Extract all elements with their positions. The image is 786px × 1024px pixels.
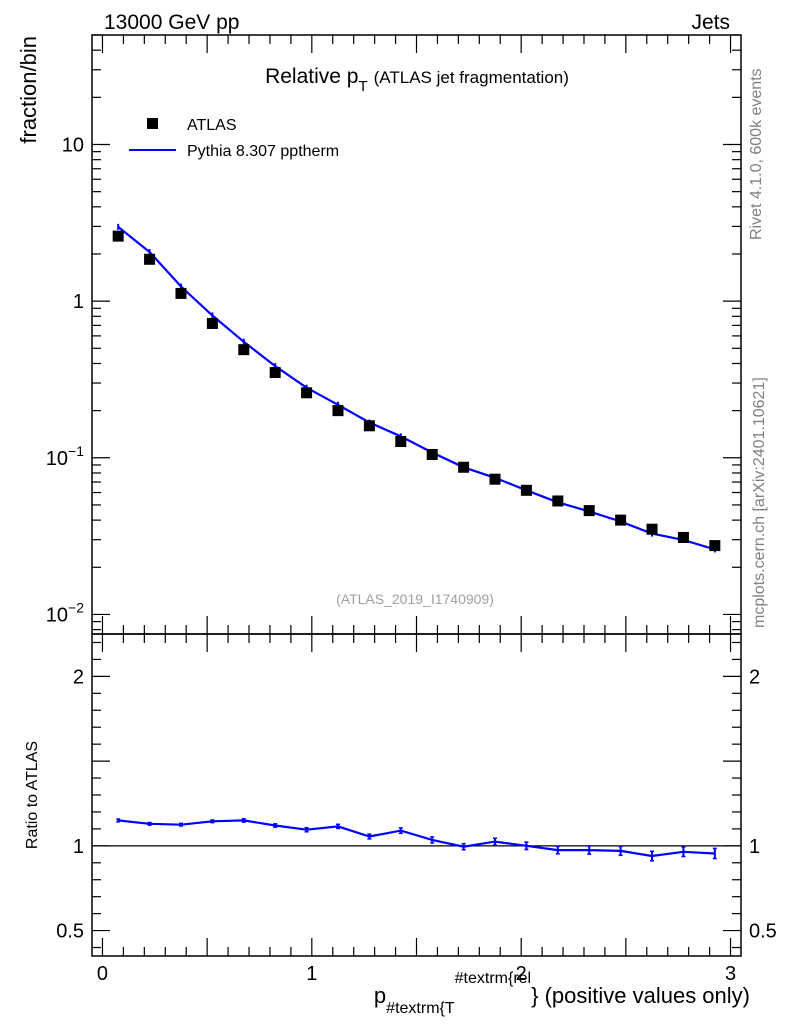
x-axis-label-superscript: #textrm{rel bbox=[455, 970, 531, 987]
main-y-tick-label: 10 bbox=[62, 134, 84, 156]
main-y-tick-label-exponent: −1 bbox=[68, 443, 84, 459]
x-tick-label: 3 bbox=[725, 963, 736, 985]
legend: ATLAS Pythia 8.307 pptherm bbox=[129, 117, 339, 160]
x-axis-label-subscript: #textrm{T bbox=[386, 1000, 455, 1017]
chart-title-main: Relative p bbox=[265, 65, 358, 88]
x-tick-label: 2 bbox=[516, 963, 527, 985]
legend-item-pythia: Pythia 8.307 pptherm bbox=[129, 143, 339, 160]
ratio-y-tick-label-right: 2 bbox=[749, 666, 760, 688]
ratio-panel-frame bbox=[91, 633, 742, 957]
atlas-data-point bbox=[395, 436, 407, 448]
ratio-x-ticks bbox=[101, 634, 732, 956]
ratio-y-tick-label: 1 bbox=[73, 836, 84, 858]
main-y-tick-label-exponent: −2 bbox=[68, 599, 84, 615]
main-y-tick-label-base: 10 bbox=[46, 604, 68, 626]
ratio-y-tick-label-right: 1 bbox=[749, 836, 760, 858]
x-tick-labels: 0 1 2 3 bbox=[97, 963, 736, 985]
atlas-data-point bbox=[646, 523, 658, 535]
category-label: Jets bbox=[691, 11, 730, 34]
ratio-line bbox=[118, 819, 715, 858]
atlas-data-point bbox=[677, 531, 689, 543]
atlas-data-point bbox=[269, 367, 281, 379]
x-axis-label-suffix: } (positive values only) bbox=[531, 983, 750, 1008]
main-y-axis-label: fraction/bin bbox=[16, 36, 41, 144]
main-y-ticks bbox=[92, 34, 741, 631]
ratio-y-ticks bbox=[92, 641, 741, 949]
atlas-data-point bbox=[583, 505, 595, 517]
mcplots-info-label: mcplots.cern.ch [arXiv:2401.10621] bbox=[751, 377, 768, 628]
legend-item-atlas: ATLAS bbox=[147, 117, 237, 134]
x-tick-label: 0 bbox=[97, 963, 108, 985]
analysis-id-label: (ATLAS_2019_I1740909) bbox=[336, 591, 494, 607]
ratio-y-axis-label: Ratio to ATLAS bbox=[24, 741, 41, 849]
atlas-data-point bbox=[301, 387, 313, 399]
ratio-y-tick-labels: 0.5 0.5 1 1 2 2 bbox=[56, 666, 777, 942]
atlas-data-point bbox=[552, 495, 564, 507]
x-tick-label: 1 bbox=[306, 963, 317, 985]
atlas-data-point bbox=[458, 461, 470, 473]
atlas-data-point bbox=[144, 253, 156, 265]
energy-label: 13000 GeV pp bbox=[104, 11, 239, 34]
atlas-data-point bbox=[615, 514, 627, 526]
legend-label-pythia: Pythia 8.307 pptherm bbox=[187, 143, 339, 160]
chart-title-subscript: T bbox=[358, 78, 367, 95]
atlas-data-point bbox=[112, 230, 124, 242]
atlas-data-point bbox=[520, 484, 532, 496]
ratio-y-tick-label-right: 0.5 bbox=[749, 921, 777, 943]
atlas-data-point bbox=[709, 540, 721, 552]
atlas-data-point bbox=[238, 344, 250, 356]
rivet-info-label: Rivet 4.1.0, 600k events bbox=[748, 68, 765, 240]
legend-label-atlas: ATLAS bbox=[187, 117, 237, 134]
main-series bbox=[112, 223, 721, 553]
chart-title-suffix: (ATLAS jet fragmentation) bbox=[374, 68, 569, 87]
atlas-data-point bbox=[332, 405, 344, 417]
main-y-tick-label: 1 bbox=[73, 291, 84, 313]
main-y-tick-label: 10−1 bbox=[46, 443, 84, 470]
ratio-series bbox=[116, 817, 717, 862]
legend-marker-square bbox=[147, 118, 158, 129]
ratio-y-tick-label: 0.5 bbox=[56, 921, 84, 943]
chart-title: Relative pT (ATLAS jet fragmentation) bbox=[265, 65, 569, 95]
pythia-line bbox=[117, 226, 716, 551]
atlas-data-point bbox=[426, 448, 438, 460]
x-axis-label-base: p bbox=[374, 983, 386, 1008]
atlas-data-point bbox=[175, 287, 187, 299]
atlas-data-point bbox=[206, 317, 218, 329]
x-axis-label: p#textrm{T#textrm{rel} (positive values … bbox=[374, 970, 750, 1017]
main-y-tick-label: 10−2 bbox=[46, 599, 84, 626]
ratio-y-tick-label: 2 bbox=[73, 666, 84, 688]
main-x-ticks bbox=[101, 35, 732, 634]
atlas-data-point bbox=[363, 420, 375, 432]
atlas-data-point bbox=[489, 473, 501, 485]
main-y-tick-label-base: 10 bbox=[46, 448, 68, 470]
